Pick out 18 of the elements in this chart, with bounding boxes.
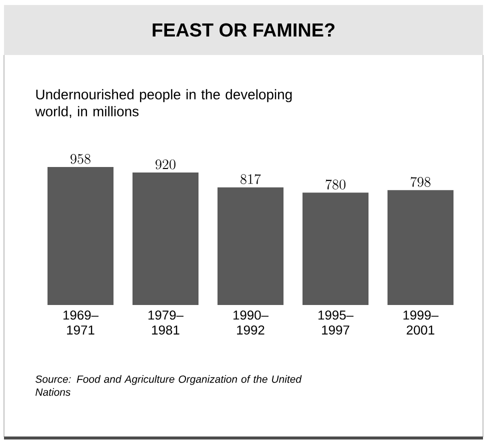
chart-subtitle: Undernourished people in the developing world, in millions xyxy=(35,89,292,118)
bar xyxy=(302,192,369,305)
text: Source: Food and Agriculture Organization of the United Nations xyxy=(36,375,302,396)
x-tick-label: 1969–1971 xyxy=(63,310,99,335)
bar xyxy=(48,167,114,305)
x-tick-label: 1995–1997 xyxy=(318,310,354,335)
data-label: 798 xyxy=(410,176,430,187)
x-tick-label: 1990–1992 xyxy=(233,310,269,335)
chart-title: FEAST OR FAMINE? xyxy=(152,23,334,37)
bar xyxy=(218,187,284,305)
data-label: 780 xyxy=(326,179,346,190)
data-label: 958 xyxy=(70,154,90,164)
data-label: 817 xyxy=(240,174,261,184)
x-tick-label: 1979–1981 xyxy=(148,310,184,335)
data-label: 920 xyxy=(156,159,176,170)
bar xyxy=(388,190,454,305)
x-tick-label: 1999–2001 xyxy=(403,310,439,335)
bar xyxy=(132,172,199,305)
